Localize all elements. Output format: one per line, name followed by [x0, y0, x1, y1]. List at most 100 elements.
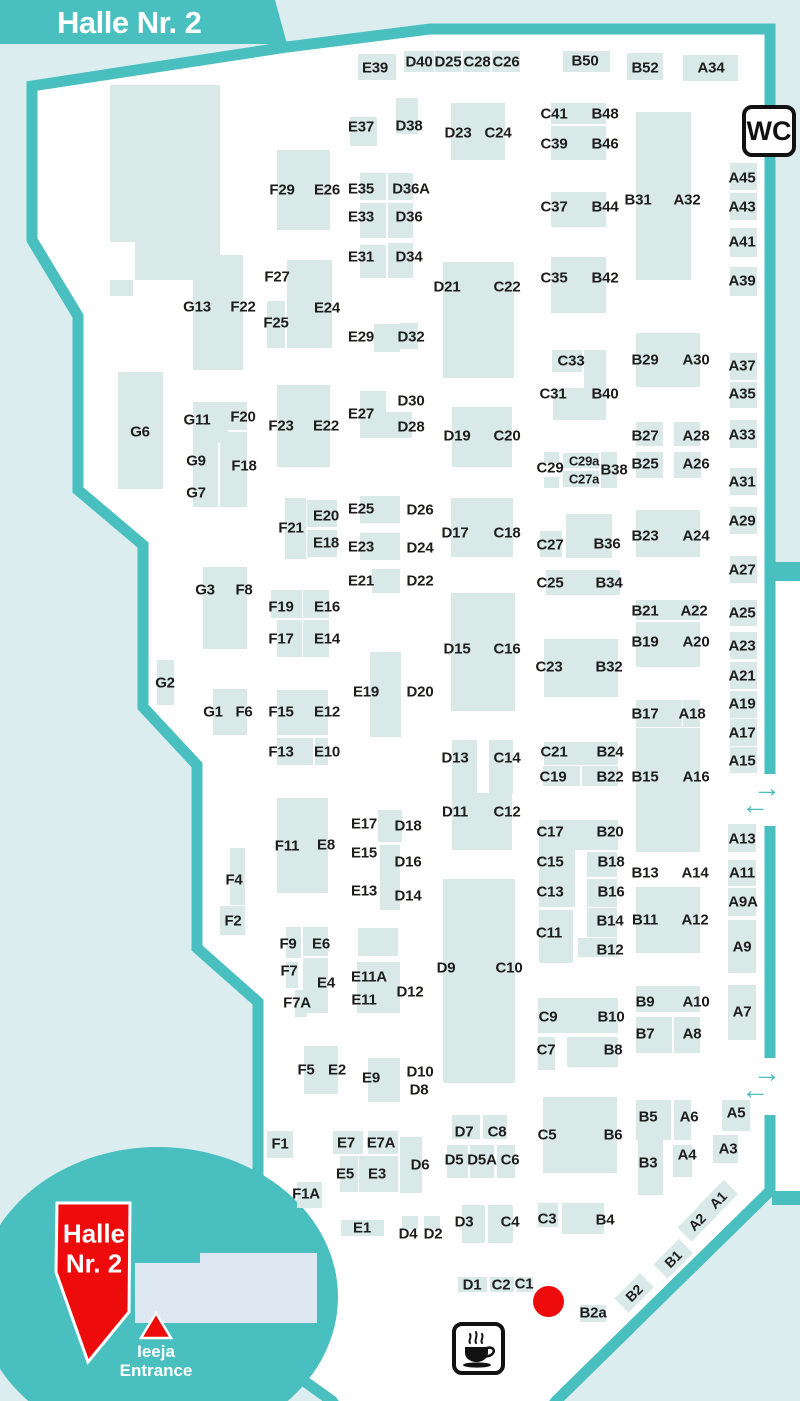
booth-block [193, 443, 218, 480]
booth-F2: F2 [224, 912, 242, 930]
booth-B38: B38 [600, 461, 628, 479]
booth-block [118, 372, 163, 489]
booth-block [358, 928, 398, 956]
booth-D5: D5 [444, 1151, 464, 1169]
booth-C6: C6 [500, 1151, 520, 1169]
minimap-pin-line2: Nr. 2 [65, 1248, 123, 1279]
booth-A10: A10 [682, 993, 710, 1011]
booth-E16: E16 [313, 598, 341, 616]
booth-A24: A24 [682, 527, 710, 545]
booth-C16: C16 [493, 640, 521, 658]
booth-B8: B8 [603, 1041, 623, 1059]
booth-block [388, 203, 413, 238]
booth-block [295, 990, 307, 1017]
booth-D19: D19 [443, 427, 471, 445]
booth-G2: G2 [155, 674, 175, 692]
booth-A11: A11 [728, 864, 756, 882]
booth-block [546, 570, 620, 595]
booth-D36: D36 [395, 208, 423, 226]
booth-B4: B4 [595, 1211, 615, 1229]
booth-C27a: C27a [568, 471, 600, 487]
booth-block [730, 193, 757, 220]
booth-A5: A5 [726, 1104, 746, 1122]
booth-A18: A18 [678, 705, 706, 723]
booth-block [447, 1145, 468, 1178]
booth-block [380, 845, 400, 888]
booth-C19: C19 [539, 768, 567, 786]
booth-block [307, 530, 337, 557]
booth-A41: A41 [728, 233, 756, 251]
booth-block [551, 103, 606, 124]
door-arrows-icon: → ← [741, 772, 781, 820]
booth-block [539, 820, 618, 850]
booth-C3: C3 [537, 1210, 557, 1228]
booth-C7: C7 [536, 1041, 556, 1059]
booth-block [303, 620, 329, 657]
booth-B5: B5 [638, 1108, 658, 1126]
page-title: Halle Nr. 2 [57, 5, 202, 40]
booth-block [492, 51, 520, 72]
booth-B34: B34 [595, 574, 623, 592]
booth-B6: B6 [603, 1126, 623, 1144]
booth-block [333, 1131, 363, 1154]
booth-A4: A4 [677, 1146, 697, 1164]
corridor-stub-top [772, 562, 800, 581]
booth-block [730, 507, 757, 534]
booth-block [636, 1100, 671, 1140]
booth-D17: D17 [441, 524, 469, 542]
booth-block [157, 660, 174, 705]
booth-block [470, 1145, 494, 1178]
booth-D2: D2 [423, 1225, 443, 1243]
booth-A37: A37 [728, 357, 756, 375]
booth-block [730, 468, 757, 495]
booth-block [730, 662, 757, 689]
booth-block [424, 1216, 440, 1229]
booth-C26: C26 [492, 53, 520, 71]
booth-B21: B21 [631, 602, 659, 620]
booth-A14: A14 [681, 864, 709, 882]
booth-block [636, 112, 691, 280]
booth-C1: C1 [514, 1275, 534, 1293]
booth-A15: A15 [728, 752, 756, 770]
booth-A22: A22 [680, 602, 708, 620]
booth-D23: D23 [444, 124, 472, 142]
booth-block [110, 85, 220, 242]
booth-B20: B20 [596, 823, 624, 841]
booth-block [730, 267, 757, 296]
booth-E4: E4 [317, 974, 335, 992]
booth-block [538, 1203, 558, 1227]
booth-E20: E20 [312, 507, 340, 525]
booth-E33: E33 [347, 208, 375, 226]
booth-E22: E22 [312, 417, 340, 435]
booth-block [307, 500, 337, 527]
booth-F9: F9 [279, 935, 297, 953]
booth-block [378, 810, 402, 842]
corridor-stub-bottom [772, 1191, 800, 1205]
booth-F1: F1 [271, 1135, 289, 1153]
booth-F20: F20 [230, 408, 256, 426]
booth-E15: E15 [350, 844, 378, 862]
booth-F7: F7 [280, 962, 298, 980]
booth-block [674, 452, 701, 478]
booth-block [587, 908, 617, 937]
booth-block [452, 407, 512, 467]
booth-block [636, 333, 700, 387]
booth-block [380, 880, 400, 910]
booth-block [386, 412, 412, 438]
booth-block [435, 51, 461, 72]
booth-block [360, 203, 386, 238]
booth-block [396, 98, 418, 134]
booth-B32: B32 [595, 658, 623, 676]
booth-block [636, 700, 682, 727]
booth-block [730, 632, 757, 659]
booth-block [638, 1135, 663, 1195]
booth-C18: C18 [493, 524, 521, 542]
booth-A19: A19 [728, 695, 756, 713]
booth-block [110, 280, 133, 296]
booth-A31: A31 [728, 473, 756, 491]
booth-block [544, 742, 618, 765]
booth-block [286, 962, 298, 988]
booth-block [360, 496, 400, 523]
booth-block [730, 719, 757, 746]
current-location-dot [533, 1286, 564, 1317]
